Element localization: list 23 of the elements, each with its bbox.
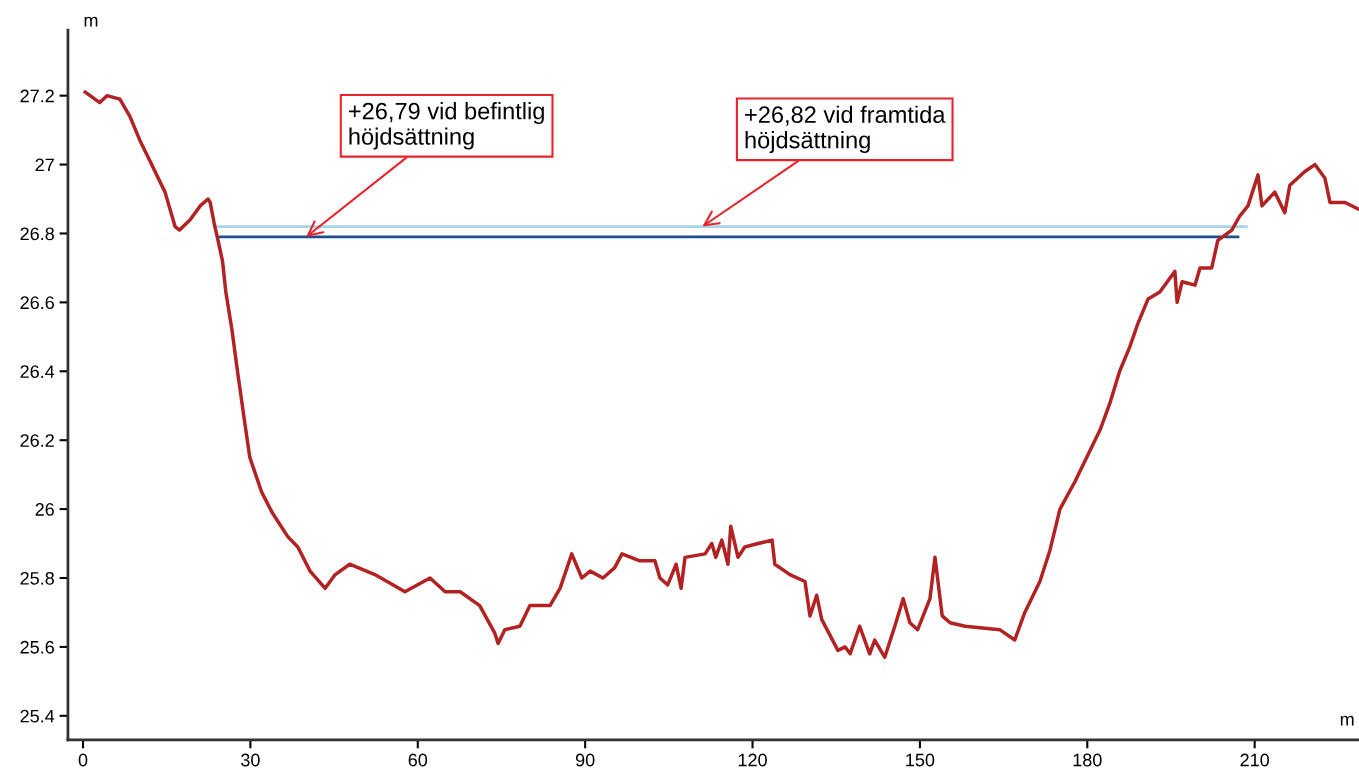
y-tick-label: 26.2 xyxy=(20,434,54,447)
y-tick-label: 26.6 xyxy=(20,296,54,310)
x-tick-label: 210 xyxy=(1240,753,1270,767)
y-axis-title: m xyxy=(84,16,98,27)
y-tick-label: 25.4 xyxy=(20,709,55,723)
y-tick-label: 26.4 xyxy=(20,365,55,378)
x-tick-label: 0 xyxy=(78,753,88,767)
x-tick-label: 180 xyxy=(1073,753,1102,767)
x-axis-title: m xyxy=(1340,715,1354,726)
y-tick-label: 27 xyxy=(35,158,54,172)
y-tick-label: 25.6 xyxy=(20,640,54,654)
y-tick-label: 26 xyxy=(35,503,54,516)
x-tick-label: 120 xyxy=(738,753,767,767)
x-tick-label: 90 xyxy=(575,753,595,767)
x-tick-label: 60 xyxy=(408,753,428,767)
x-tick-label: 150 xyxy=(906,753,935,767)
y-tick-label: 27.2 xyxy=(20,89,54,103)
line-series xyxy=(83,90,1359,659)
y-tick-label: 25.8 xyxy=(20,571,54,585)
y-tick-label: 26.8 xyxy=(20,227,54,241)
annotation: +26,82 vid framtida höjdsättning xyxy=(745,105,946,154)
annotation: +26,79 vid befintlig höjdsättning xyxy=(349,102,544,150)
x-tick-label: 30 xyxy=(241,753,260,767)
